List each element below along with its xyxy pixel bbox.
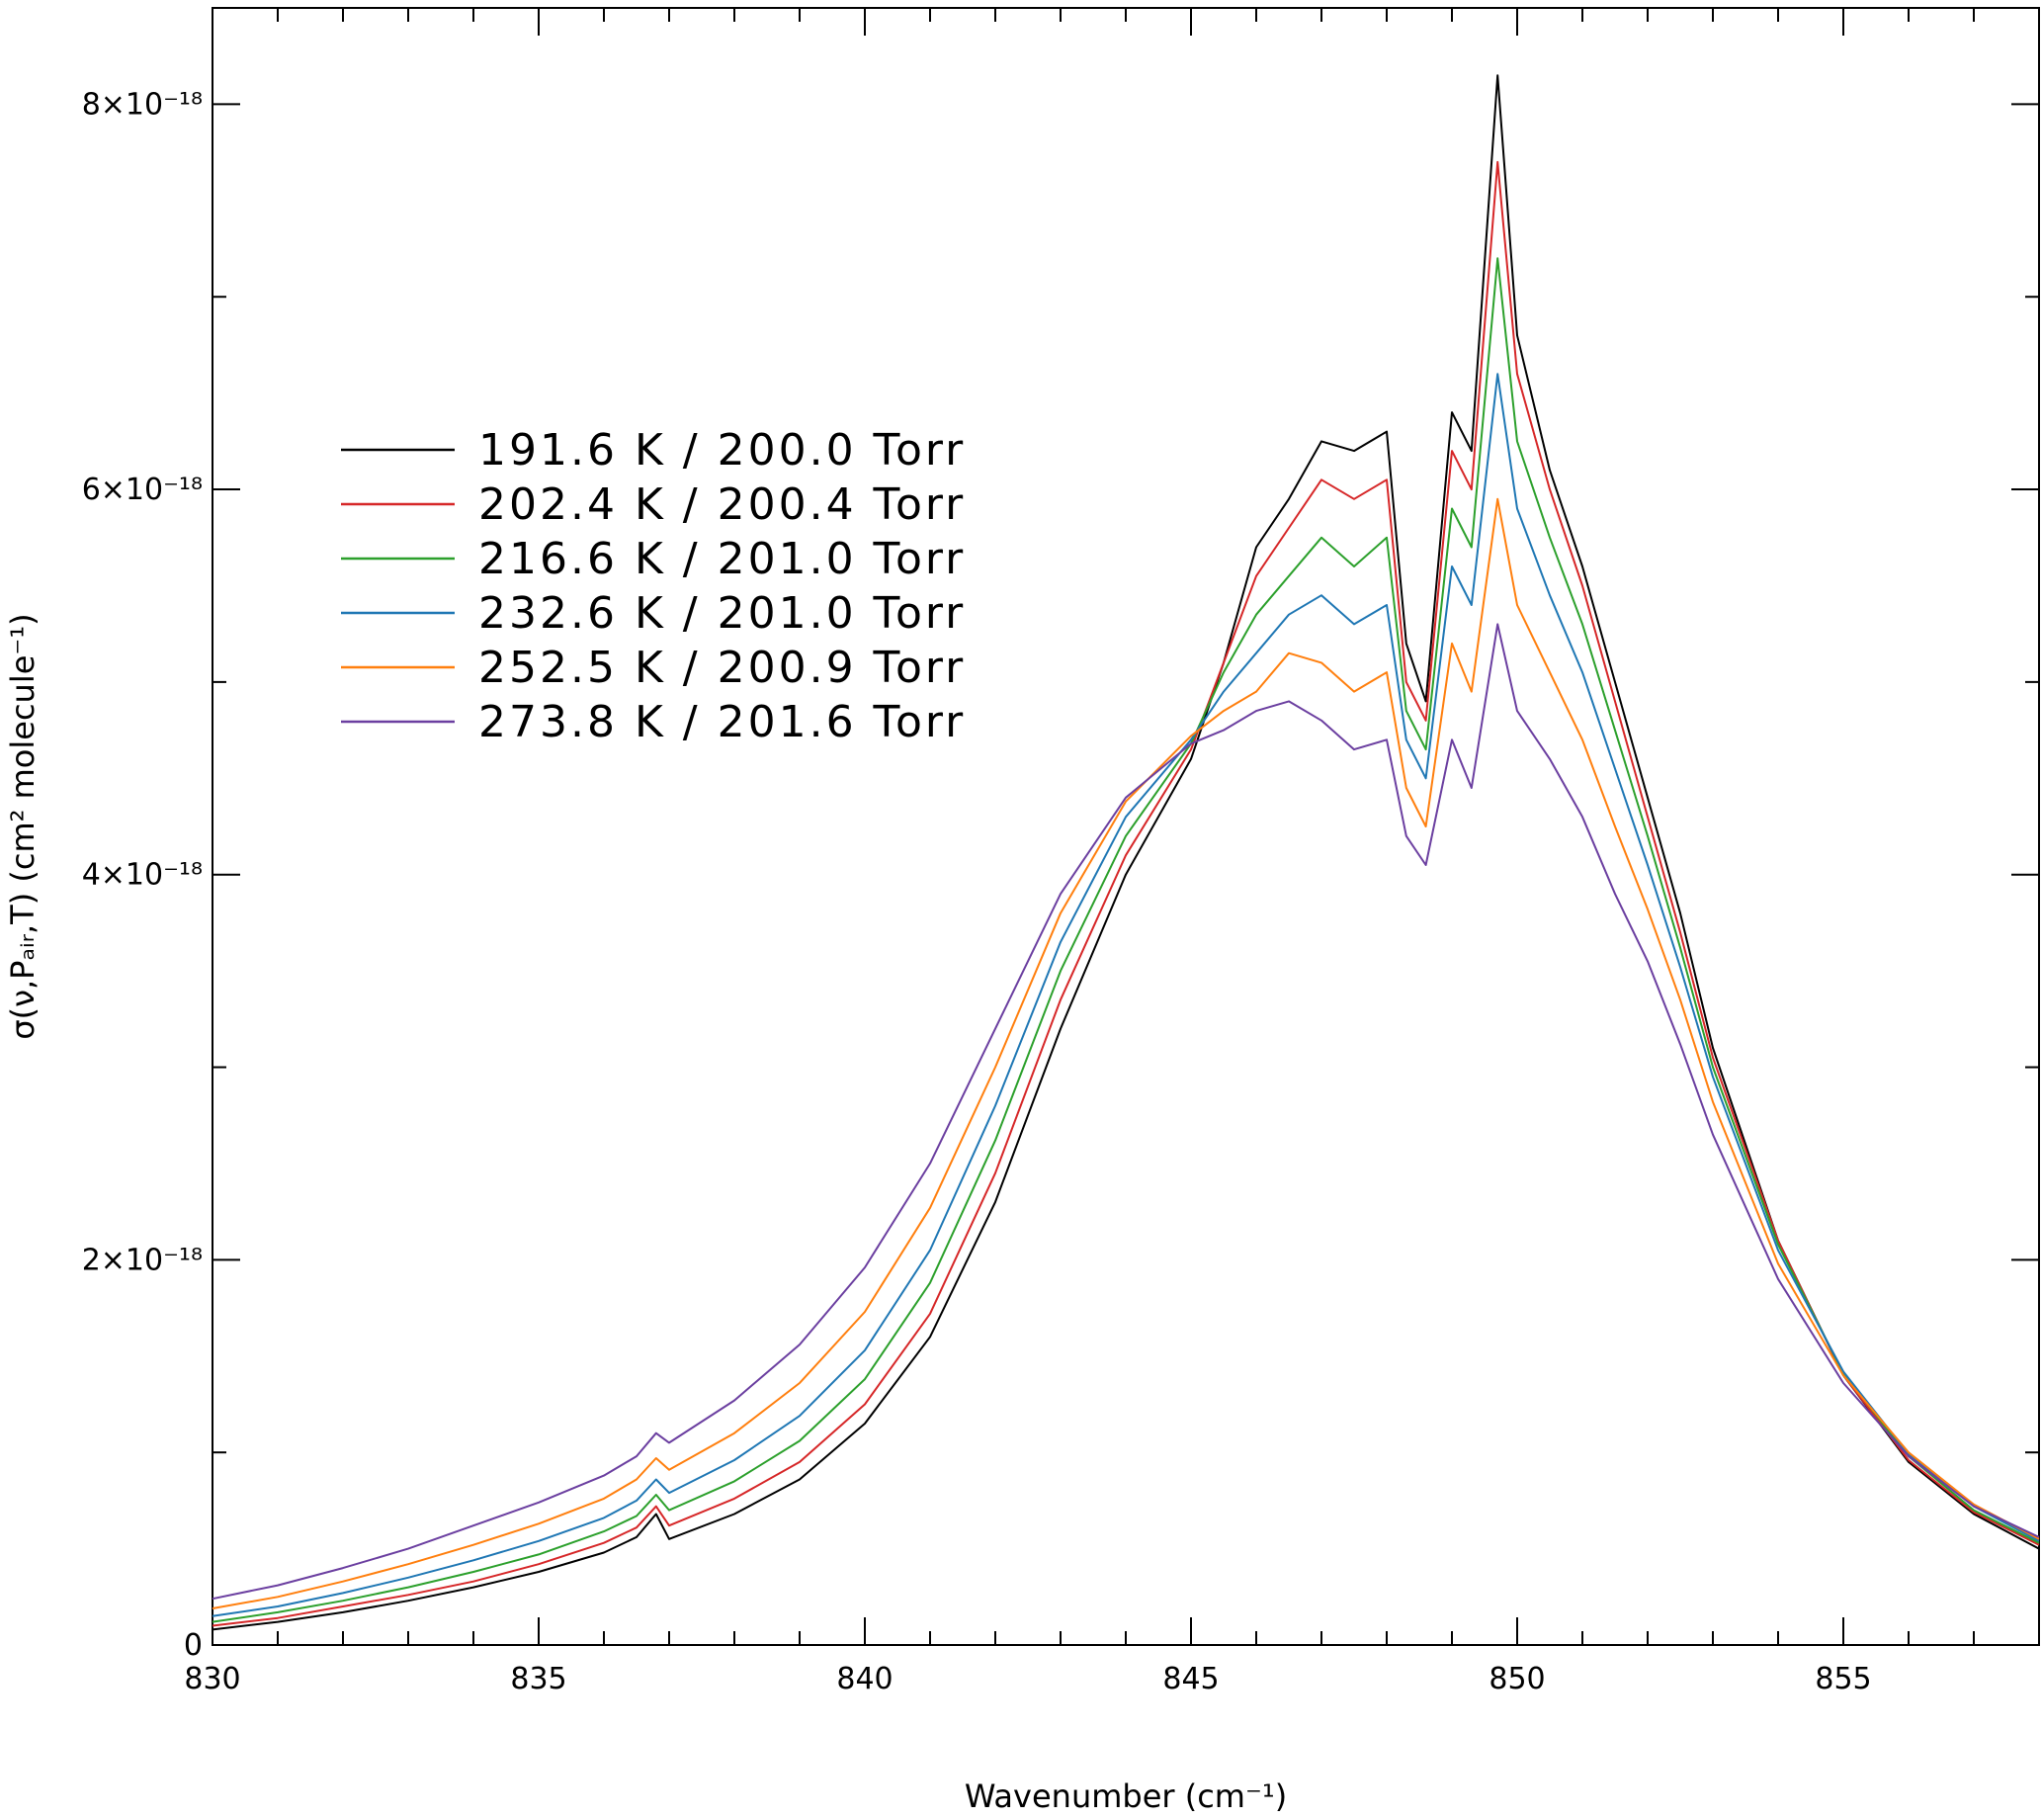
series-line-2 — [212, 257, 2040, 1623]
y-tick-label: 4×10⁻¹⁸ — [82, 858, 203, 893]
series-lines — [212, 74, 2040, 1631]
legend-label-5: 273.8 K / 201.6 Torr — [478, 697, 966, 747]
x-tick-label: 835 — [510, 1662, 566, 1696]
legend-label-4: 252.5 K / 200.9 Torr — [478, 643, 966, 693]
x-tick-label: 840 — [836, 1662, 893, 1696]
x-tick-label: 830 — [184, 1662, 240, 1696]
x-tick-label: 845 — [1162, 1662, 1219, 1696]
legend-label-2: 216.6 K / 201.0 Torr — [478, 534, 966, 584]
series-line-0 — [212, 74, 2040, 1631]
legend-label-3: 232.6 K / 201.0 Torr — [478, 588, 966, 639]
legend-label-0: 191.6 K / 200.0 Torr — [478, 425, 966, 476]
y-tick-label: 2×10⁻¹⁸ — [82, 1243, 203, 1277]
series-line-3 — [212, 373, 2040, 1617]
y-axis-title: σ(ν,Pₐᵢᵣ,T) (cm² molecule⁻¹) — [4, 613, 42, 1039]
legend-label-1: 202.4 K / 200.4 Torr — [478, 479, 966, 530]
x-axis-title: Wavenumber (cm⁻¹) — [965, 1777, 1287, 1815]
series-line-4 — [212, 497, 2040, 1609]
x-axis: 830 835 840 845 850 855 — [184, 8, 2040, 1696]
y-tick-label: 0 — [184, 1628, 203, 1663]
y-tick-label: 6×10⁻¹⁸ — [82, 473, 203, 507]
series-line-1 — [212, 160, 2040, 1627]
y-axis: 0 2×10⁻¹⁸ 4×10⁻¹⁸ 6×10⁻¹⁸ 8×10⁻¹⁸ — [82, 87, 2039, 1663]
x-tick-label: 855 — [1815, 1662, 1871, 1696]
x-tick-label: 850 — [1489, 1662, 1545, 1696]
y-tick-label: 8×10⁻¹⁸ — [82, 87, 203, 122]
series-line-5 — [212, 623, 2040, 1601]
plot-frame — [212, 7, 2040, 1646]
